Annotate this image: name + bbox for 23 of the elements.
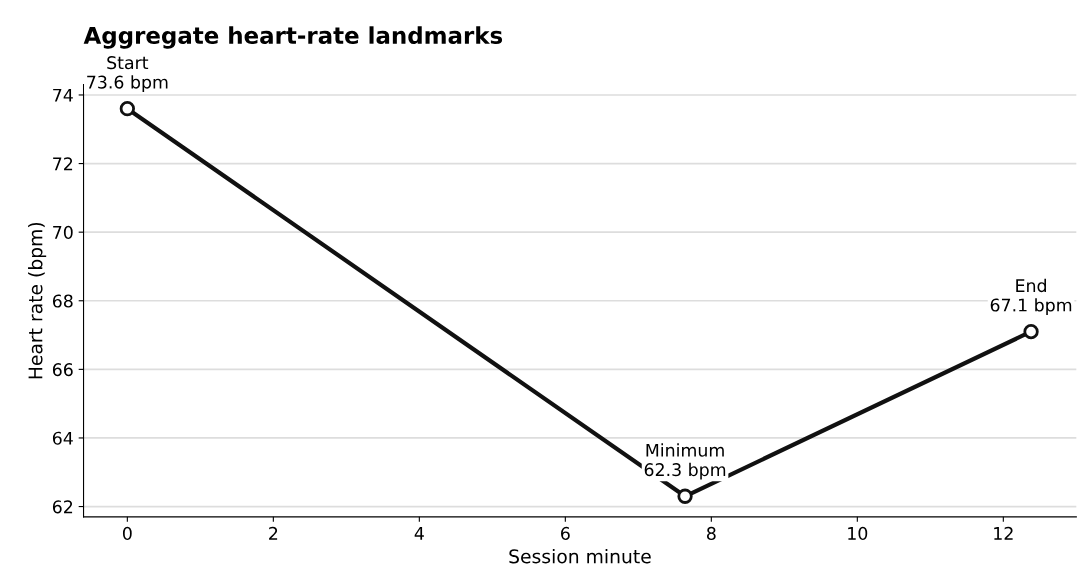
point bbox=[677, 488, 693, 504]
x-tick-label: 6 bbox=[561, 526, 570, 540]
y-tick-label: 64 bbox=[52, 431, 73, 445]
annotation: End 67.1 bpm bbox=[990, 278, 1072, 315]
point bbox=[119, 101, 135, 117]
annotation: Minimum 62.3 bpm bbox=[644, 443, 726, 480]
y-tick-label: 70 bbox=[53, 225, 73, 240]
x-tick-label: 4 bbox=[414, 527, 424, 540]
x-tick-label: 0 bbox=[122, 526, 132, 540]
y-axis-title: Heart rate (bpm) bbox=[28, 222, 47, 379]
y-tick-label: 66 bbox=[52, 363, 73, 377]
x-tick-label: 2 bbox=[269, 526, 278, 540]
x-tick-label: 8 bbox=[706, 526, 716, 540]
y-tick-label: 74 bbox=[53, 88, 73, 102]
x-tick-label: 10 bbox=[848, 526, 868, 540]
point bbox=[1023, 323, 1039, 340]
x-tick-label: 12 bbox=[994, 526, 1013, 540]
y-tick-label: 68 bbox=[52, 294, 73, 308]
x-axis-title: Session minute bbox=[509, 548, 651, 564]
chart-title: Aggregate heart-rate landmarks bbox=[83, 26, 503, 49]
y-tick-label: 62 bbox=[52, 500, 73, 514]
y-tick-label: 72 bbox=[53, 157, 73, 171]
annotation: Start 73.6 bpm bbox=[87, 56, 168, 93]
